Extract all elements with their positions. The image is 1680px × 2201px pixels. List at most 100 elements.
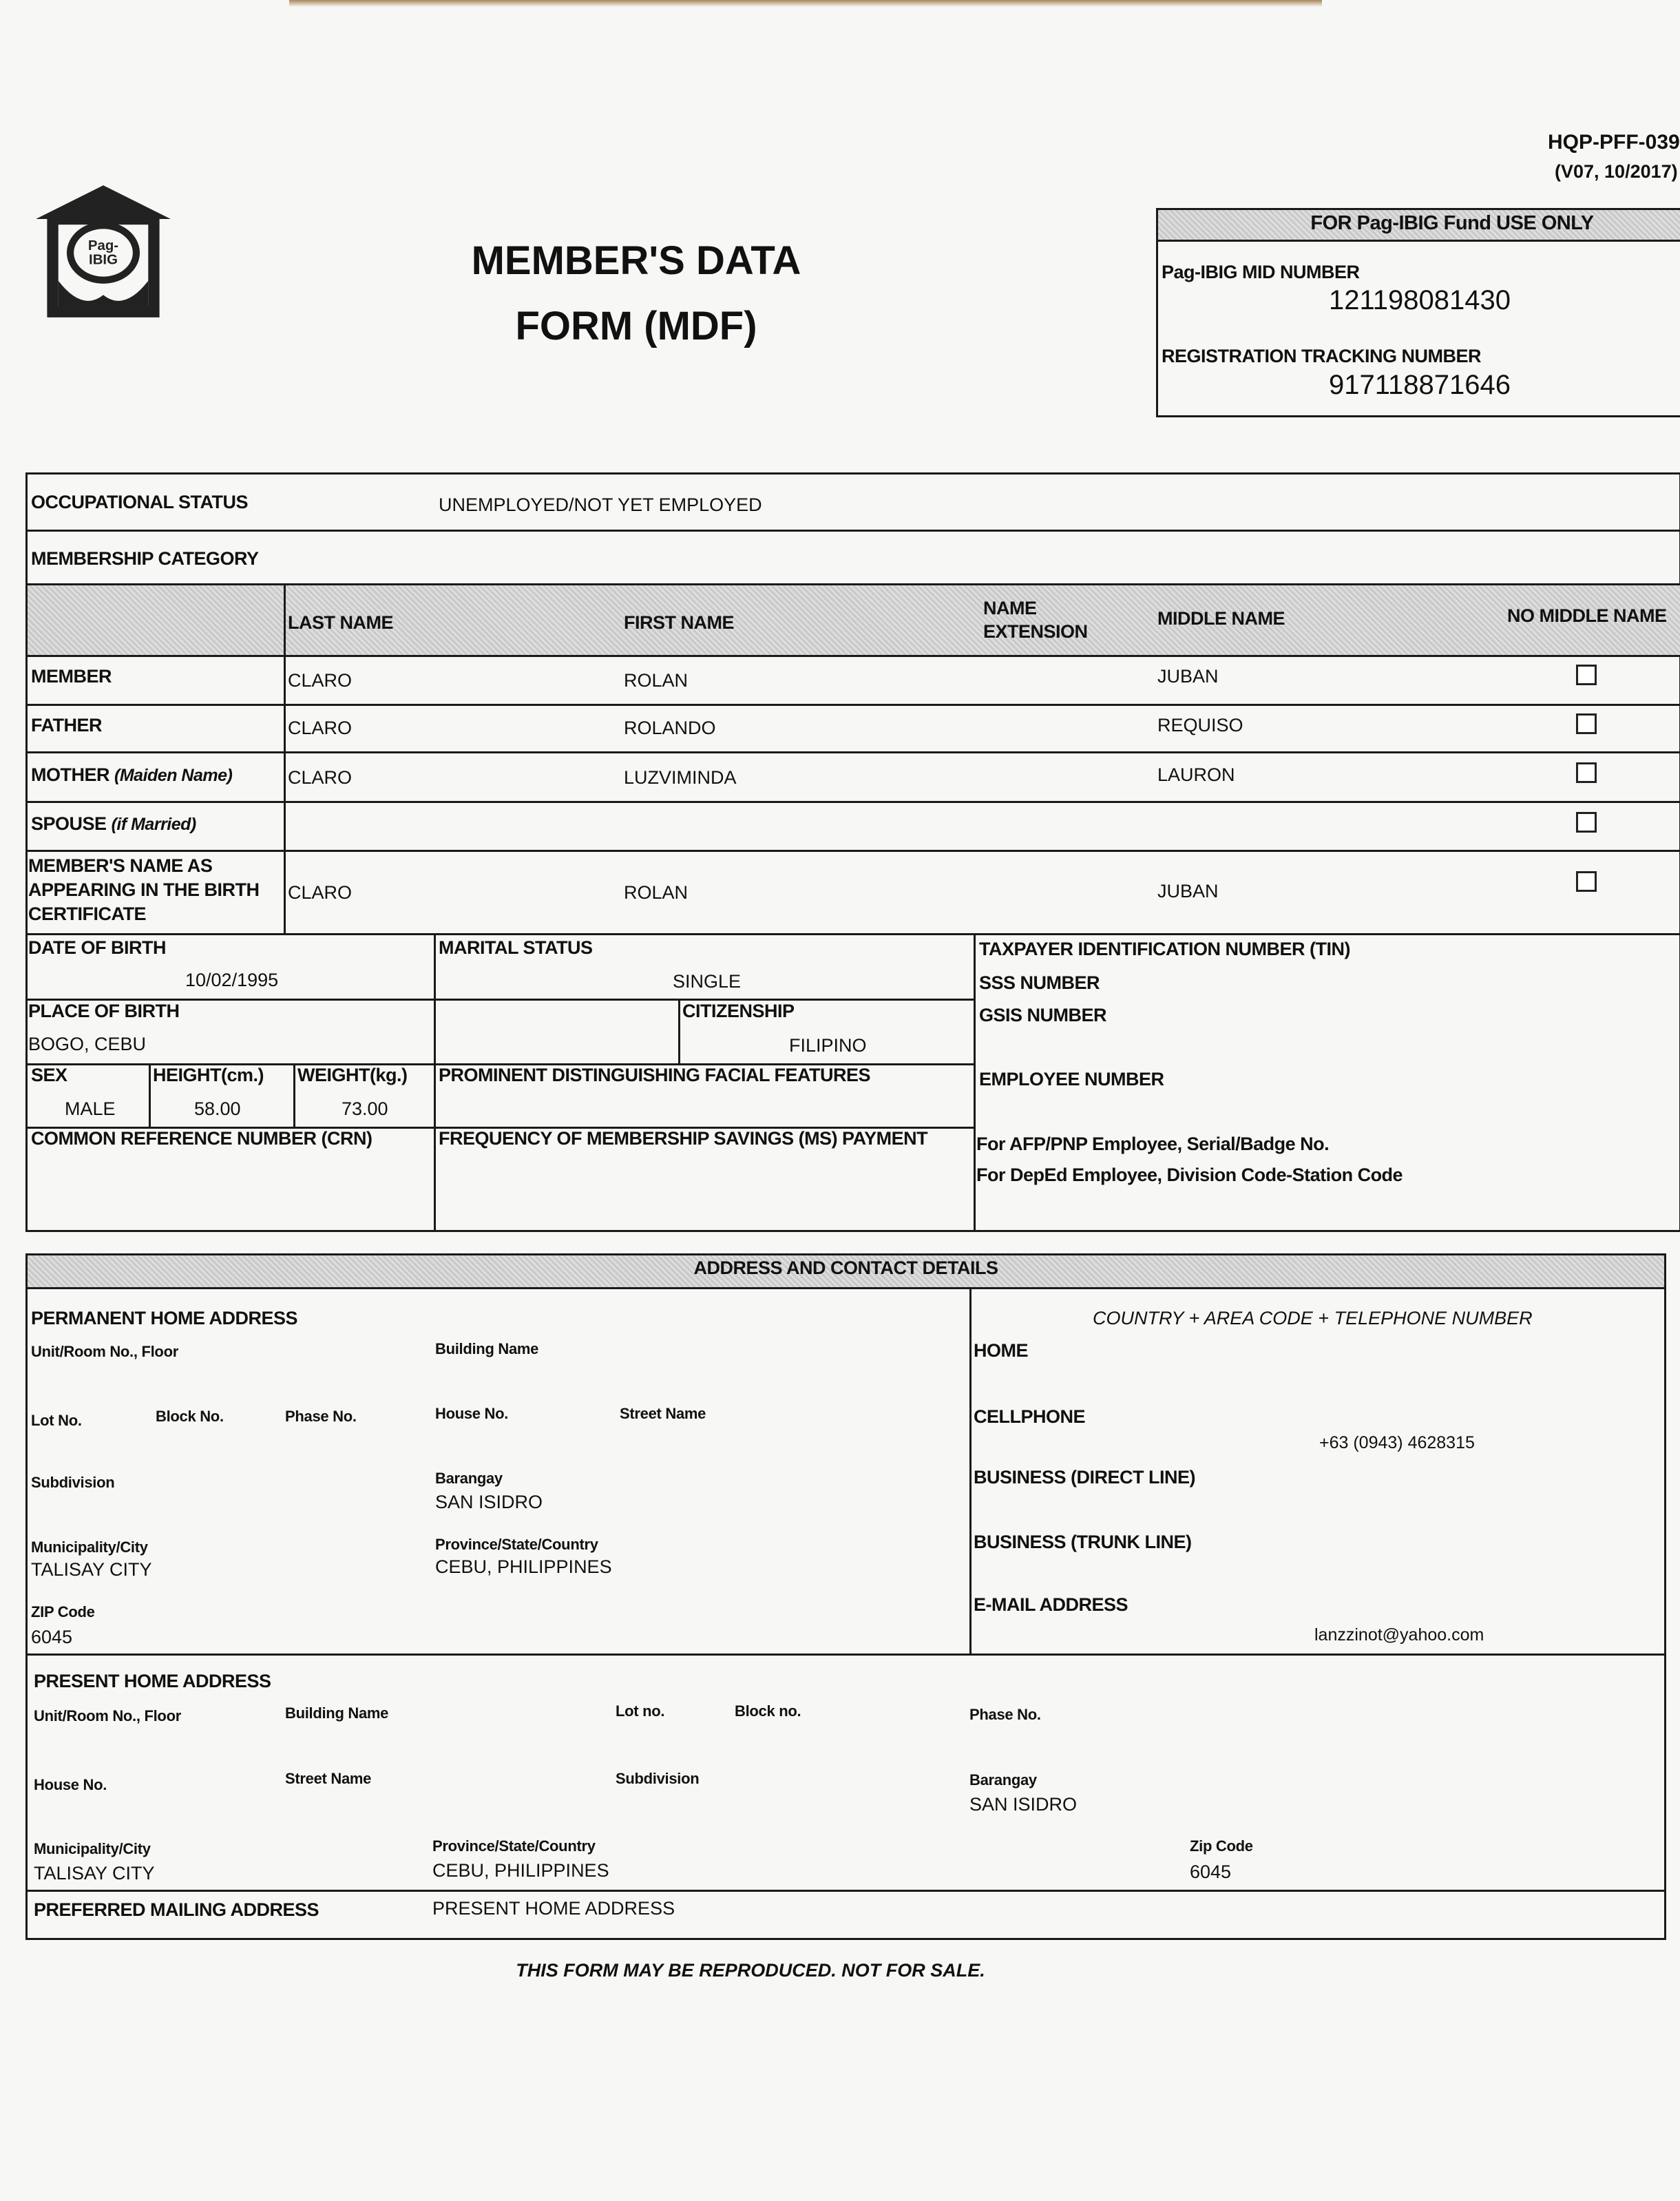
perm-zip-label: ZIP Code <box>31 1603 95 1620</box>
perm-city-label: Municipality/City <box>31 1538 148 1556</box>
address-section-title: ADDRESS AND CONTACT DETAILS <box>693 1258 999 1278</box>
no-middle-name-checkbox[interactable] <box>1576 871 1597 892</box>
home-phone-label: HOME <box>974 1340 1029 1361</box>
fund-use-title: FOR Pag-IBIG Fund USE ONLY <box>1310 212 1594 234</box>
last-name: CLARO <box>288 718 353 738</box>
row-label: MEMBER <box>31 666 112 687</box>
frequency-label: FREQUENCY OF MEMBERSHIP SAVINGS (MS) PAY… <box>439 1128 928 1149</box>
last-name: CLARO <box>288 767 353 788</box>
pag-ibig-logo: Pag- IBIG <box>36 185 171 317</box>
pres-lot-label: Lot no. <box>616 1702 665 1720</box>
form-version: (V07, 10/2017) <box>1555 161 1678 182</box>
pres-block-label: Block no. <box>735 1702 801 1720</box>
rtn-value: 917118871646 <box>1329 370 1511 400</box>
perm-street-label: Street Name <box>620 1405 706 1422</box>
pres-zip-label: Zip Code <box>1190 1837 1253 1855</box>
row-label: MEMBER'S NAME AS APPEARING IN THE BIRTH … <box>28 854 260 926</box>
paper-edge <box>289 0 1322 7</box>
middle-name: LAURON <box>1157 764 1235 785</box>
pres-barangay-label: Barangay <box>969 1771 1037 1788</box>
perm-house-label: House No. <box>435 1405 509 1422</box>
row-label-line: MEMBER'S NAME AS <box>28 855 213 876</box>
no-middle-name-checkbox[interactable] <box>1576 665 1597 685</box>
sex-value: MALE <box>65 1098 116 1119</box>
sex-label: SEX <box>31 1065 67 1085</box>
email-value: lanzzinot@yahoo.com <box>1314 1625 1484 1645</box>
col-no-middle-name: NO MIDDLE NAME <box>1507 605 1667 626</box>
svg-text:Pag-: Pag- <box>88 238 118 253</box>
last-name: CLARO <box>288 882 353 903</box>
svg-text:IBIG: IBIG <box>89 252 118 267</box>
dob-label: DATE OF BIRTH <box>28 937 166 958</box>
middle-name: JUBAN <box>1157 881 1219 901</box>
perm-province-label: Province/State/Country <box>435 1536 598 1553</box>
no-middle-name-checkbox[interactable] <box>1576 812 1597 833</box>
row-label-line: APPEARING IN THE BIRTH <box>28 879 260 900</box>
weight-value: 73.00 <box>342 1098 388 1119</box>
no-middle-name-checkbox[interactable] <box>1576 762 1597 783</box>
footer-note: THIS FORM MAY BE REPRODUCED. NOT FOR SAL… <box>516 1960 985 1981</box>
pres-city-value: TALISAY CITY <box>34 1863 155 1884</box>
form-code: HQP-PFF-039 <box>1548 131 1680 154</box>
tin-label: TAXPAYER IDENTIFICATION NUMBER (TIN) <box>979 939 1351 959</box>
deped-label: For DepEd Employee, Division Code-Statio… <box>976 1165 1403 1185</box>
mid-label: Pag-IBIG MID NUMBER <box>1162 262 1360 282</box>
no-middle-name-checkbox[interactable] <box>1576 713 1597 734</box>
cellphone-value: +63 (0943) 4628315 <box>1319 1433 1475 1452</box>
pob-label: PLACE OF BIRTH <box>28 1001 180 1021</box>
permanent-address-title: PERMANENT HOME ADDRESS <box>31 1308 298 1328</box>
perm-barangay-value: SAN ISIDRO <box>435 1492 543 1512</box>
perm-city-value: TALISAY CITY <box>31 1559 152 1580</box>
occupational-status-label: OCCUPATIONAL STATUS <box>31 492 249 512</box>
cellphone-label: CELLPHONE <box>974 1406 1086 1427</box>
perm-subdivision-label: Subdivision <box>31 1474 115 1491</box>
perm-block-label: Block No. <box>156 1408 224 1425</box>
row-label: MOTHER <box>31 764 110 785</box>
row-label: SPOUSE <box>31 813 107 834</box>
fund-use-header-bg <box>1158 210 1680 240</box>
facial-features-label: PROMINENT DISTINGUISHING FACIAL FEATURES <box>439 1065 871 1085</box>
row-label: FATHER <box>31 715 103 736</box>
citizenship-value: FILIPINO <box>789 1035 867 1056</box>
perm-barangay-label: Barangay <box>435 1470 503 1487</box>
name-header-bg <box>28 584 1680 655</box>
row-label-line: CERTIFICATE <box>28 904 146 924</box>
first-name: ROLAN <box>624 882 689 903</box>
pres-province-value: CEBU, PHILIPPINES <box>432 1860 609 1881</box>
membership-category-label: MEMBERSHIP CATEGORY <box>31 548 259 569</box>
row-label-note: (Maiden Name) <box>114 766 233 785</box>
sss-label: SSS NUMBER <box>979 972 1100 993</box>
perm-unit-label: Unit/Room No., Floor <box>31 1343 178 1360</box>
col-last-name: LAST NAME <box>288 612 394 633</box>
last-name: CLARO <box>288 670 353 691</box>
middle-name: JUBAN <box>1157 666 1219 687</box>
email-label: E-MAIL ADDRESS <box>974 1594 1128 1615</box>
employee-number-label: EMPLOYEE NUMBER <box>979 1069 1164 1089</box>
afp-pnp-label: For AFP/PNP Employee, Serial/Badge No. <box>976 1134 1330 1154</box>
pres-zip-value: 6045 <box>1190 1861 1232 1882</box>
row-label-note: (if Married) <box>111 815 197 834</box>
pres-barangay-value: SAN ISIDRO <box>969 1794 1078 1815</box>
col-middle-name: MIDDLE NAME <box>1157 608 1285 629</box>
citizenship-label: CITIZENSHIP <box>682 1001 795 1021</box>
perm-phase-label: Phase No. <box>285 1408 357 1425</box>
perm-province-value: CEBU, PHILIPPINES <box>435 1556 612 1577</box>
middle-name: REQUISO <box>1157 715 1243 736</box>
mailing-address-label: PREFERRED MAILING ADDRESS <box>34 1899 319 1920</box>
gsis-label: GSIS NUMBER <box>979 1005 1107 1025</box>
present-address-title: PRESENT HOME ADDRESS <box>34 1671 271 1691</box>
height-label: HEIGHT(cm.) <box>153 1065 264 1085</box>
dob-value: 10/02/1995 <box>185 970 279 990</box>
crn-label: COMMON REFERENCE NUMBER (CRN) <box>31 1128 372 1149</box>
rtn-label: REGISTRATION TRACKING NUMBER <box>1162 346 1481 366</box>
pres-unit-label: Unit/Room No., Floor <box>34 1707 181 1724</box>
fund-use-box <box>1156 208 1680 417</box>
occupational-status-value: UNEMPLOYED/NOT YET EMPLOYED <box>439 494 762 515</box>
marital-label: MARITAL STATUS <box>439 937 593 958</box>
height-value: 58.00 <box>194 1098 241 1119</box>
pres-city-label: Municipality/City <box>34 1840 151 1857</box>
perm-zip-value: 6045 <box>31 1627 73 1647</box>
mid-value: 121198081430 <box>1329 285 1511 315</box>
pres-subdivision-label: Subdivision <box>616 1770 700 1787</box>
business-trunk-label: BUSINESS (TRUNK LINE) <box>974 1532 1192 1552</box>
